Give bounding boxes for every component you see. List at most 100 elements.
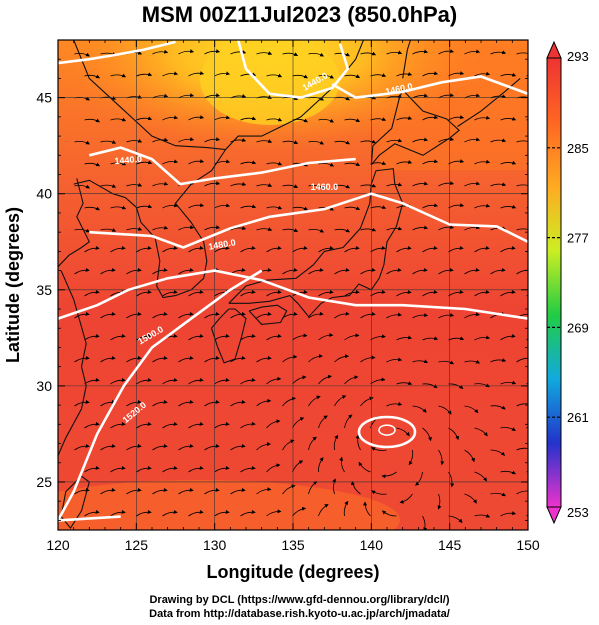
chart-title: MSM 00Z11Jul2023 (850.0hPa)	[141, 2, 458, 27]
wind-arrow-348	[240, 465, 256, 473]
wind-arrow-354	[381, 471, 397, 479]
wind-arrow-8	[282, 52, 299, 56]
contour-line-6	[58, 269, 263, 522]
wind-arrow-55	[110, 117, 127, 122]
wind-arrow-159	[464, 225, 481, 231]
wind-arrow-88	[490, 138, 507, 143]
wind-arrow-180	[74, 267, 90, 275]
wind-arrow-184	[178, 267, 194, 275]
wind-arrow-356	[448, 471, 455, 488]
wind-arrow-67	[422, 115, 439, 121]
cold-core	[200, 40, 340, 125]
wind-arrow-277	[266, 376, 282, 385]
wind-arrow-194	[438, 267, 454, 275]
wind-arrow-17	[516, 51, 528, 56]
wind-arrow-33	[474, 71, 491, 77]
wind-arrow-128	[136, 204, 153, 209]
contour-line-3	[88, 146, 356, 186]
wind-arrow-191	[360, 267, 376, 275]
wind-arrow-77	[204, 137, 221, 143]
wind-arrow-222	[230, 311, 246, 319]
wind-arrow-170	[292, 245, 308, 253]
wind-arrow-114	[230, 181, 247, 187]
wind-arrow-27	[318, 74, 334, 79]
wind-arrow-228	[386, 312, 402, 319]
wind-arrow-218	[126, 311, 142, 319]
wind-arrow-80	[282, 140, 299, 144]
x-tick-label-6: 150	[516, 537, 540, 553]
wind-arrow-3	[152, 49, 169, 55]
wind-arrow-204	[240, 289, 256, 297]
wind-arrow-377	[516, 488, 528, 495]
wind-arrow-6	[230, 49, 247, 55]
contour-low-ring	[357, 415, 417, 449]
wind-arrow-304	[490, 405, 506, 410]
wind-arrow-207	[318, 289, 334, 297]
wind-arrow-79	[256, 139, 273, 143]
wind-arrow-261	[308, 354, 323, 363]
wind-arrow-357	[474, 471, 487, 482]
wind-arrow-388	[343, 500, 349, 517]
wind-arrow-226	[334, 311, 350, 319]
wind-arrow-349	[266, 463, 281, 473]
wind-arrow-280	[344, 375, 359, 385]
colorbar-label-1: 261	[567, 410, 589, 425]
wind-arrow-271	[110, 377, 126, 385]
wind-arrow-179	[526, 250, 528, 253]
wind-arrow-158	[438, 225, 455, 231]
wind-arrow-246	[396, 335, 413, 341]
wind-arrow-111	[152, 181, 169, 187]
wind-arrow-127	[110, 205, 127, 210]
wind-arrow-163	[110, 245, 126, 253]
credit-line-2: Data from http://database.rish.kyoto-u.a…	[149, 608, 450, 620]
wind-arrow-192	[386, 267, 402, 275]
wind-arrow-18	[84, 74, 100, 79]
wind-arrow-143	[526, 207, 528, 209]
wind-arrow-129	[162, 203, 179, 209]
wind-arrow-148	[178, 225, 195, 231]
wind-arrow-141	[474, 203, 491, 209]
wind-arrow-211	[422, 289, 438, 297]
wind-arrow-302	[438, 405, 452, 415]
wind-arrow-273	[162, 377, 178, 385]
x-tick-label-4: 140	[360, 537, 384, 553]
wind-arrow-205	[266, 289, 282, 297]
wind-arrow-372	[371, 490, 387, 495]
wind-arrow-190	[334, 267, 350, 275]
wind-arrow-144	[74, 228, 90, 233]
wind-arrow-58	[188, 115, 205, 121]
wind-arrow-269	[516, 355, 528, 363]
wind-arrow-70	[500, 116, 517, 121]
wind-arrow-63	[318, 118, 334, 123]
wind-arrow-234	[84, 333, 100, 341]
wind-arrow-149	[204, 225, 221, 231]
wind-arrow-99	[318, 162, 334, 167]
wind-arrow-117	[308, 184, 324, 189]
wind-arrow-216	[74, 311, 90, 319]
wind-arrow-26	[292, 74, 308, 79]
wind-arrow-374	[437, 493, 442, 510]
credit-line-1: Drawing by DCL (https://www.gfd-dennou.o…	[149, 594, 450, 606]
wind-arrow-71	[526, 119, 528, 121]
wind-arrow-87	[464, 137, 481, 143]
wind-arrow-12	[386, 50, 403, 55]
wind-arrow-343	[110, 465, 126, 473]
wind-vectors	[74, 49, 528, 530]
contour-line-1	[236, 40, 350, 99]
wind-arrow-370	[332, 478, 336, 495]
wind-arrow-156	[386, 226, 403, 231]
coastline-3	[210, 308, 247, 364]
coastline-6	[370, 89, 460, 166]
wind-arrow-278	[292, 375, 307, 385]
wind-arrow-360	[74, 487, 90, 495]
wind-arrow-367	[256, 487, 272, 495]
wind-arrow-337	[408, 449, 414, 466]
wind-arrow-86	[438, 137, 455, 143]
wind-arrow-229	[412, 313, 429, 319]
wind-arrow-306	[84, 421, 100, 429]
wind-arrow-358	[500, 470, 516, 475]
wind-arrow-214	[500, 289, 516, 297]
wind-arrow-333	[308, 436, 317, 451]
wind-arrow-363	[152, 487, 168, 495]
y-tick-label-4: 45	[36, 90, 52, 106]
